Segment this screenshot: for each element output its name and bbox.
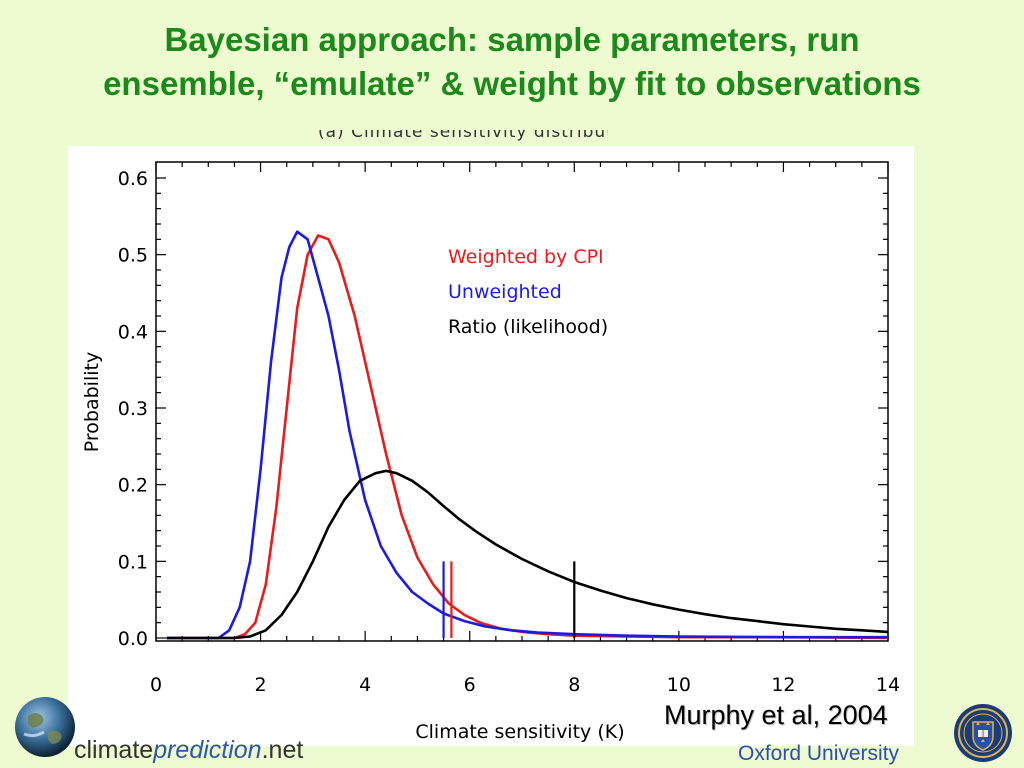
x-tick-label: 14 [876,674,900,696]
y-tick-label: 0.3 [118,398,148,420]
series-line-ratio [166,469,889,640]
plot-panel: 0 2 4 6 8 10 12 14 0.0 0.1 0.2 0.3 0.4 0.5 0.6 Probabi… [68,146,914,746]
axis-tick-labels: 0 2 4 6 8 10 12 14 0.0 0.1 0.2 0.3 0.4 0.5 0.6 [118,168,900,696]
series-line-unweighted [166,230,888,640]
probability-chart: 0 2 4 6 8 10 12 14 0.0 0.1 0.2 0.3 0.4 0.5 0.6 Probabi… [81,161,900,743]
y-tick-label: 0.6 [118,168,148,190]
legend: Weighted by CPI Unweighted Ratio (likeli… [448,246,608,338]
y-tick-label: 0.1 [118,551,148,573]
axis-ticks [155,162,889,641]
series-lines [166,230,889,640]
legend-item-unweighted: Unweighted [448,281,562,303]
organization-label: Oxford University [738,742,900,765]
y-axis-label: Probability [81,352,103,452]
slide-title-line-2: ensemble, “emulate” & weight by fit to o… [103,65,921,102]
y-tick-label: 0.4 [118,321,148,343]
cut-off-chart-heading: (a) Climate sensitivity distribution est… [318,130,608,142]
y-tick-label: 0.5 [118,245,148,267]
x-axis-label: Climate sensitivity (K) [415,721,624,743]
x-tick-label: 0 [150,674,162,696]
slide-title-line-1: Bayesian approach: sample parameters, ru… [164,21,860,58]
y-tick-label: 0.0 [118,628,148,650]
legend-item-weighted: Weighted by CPI [448,246,604,268]
x-tick-label: 12 [771,674,795,696]
x-tick-label: 2 [255,674,267,696]
median-markers [442,561,576,638]
x-tick-label: 6 [464,674,476,696]
oxford-university-crest-icon [954,704,1012,762]
earth-globe-icon [15,697,75,757]
legend-item-ratio: Ratio (likelihood) [448,316,608,338]
citation: Murphy et al, 2004 [664,700,888,730]
x-tick-label: 4 [359,674,371,696]
slide-title: Bayesian approach: sample parameters, ru… [0,18,1024,106]
plot-frame [155,161,889,642]
x-tick-label: 10 [667,674,691,696]
climateprediction-logo: climateprediction.net [74,736,304,764]
y-tick-label: 0.2 [118,475,148,497]
x-tick-label: 8 [568,674,580,696]
